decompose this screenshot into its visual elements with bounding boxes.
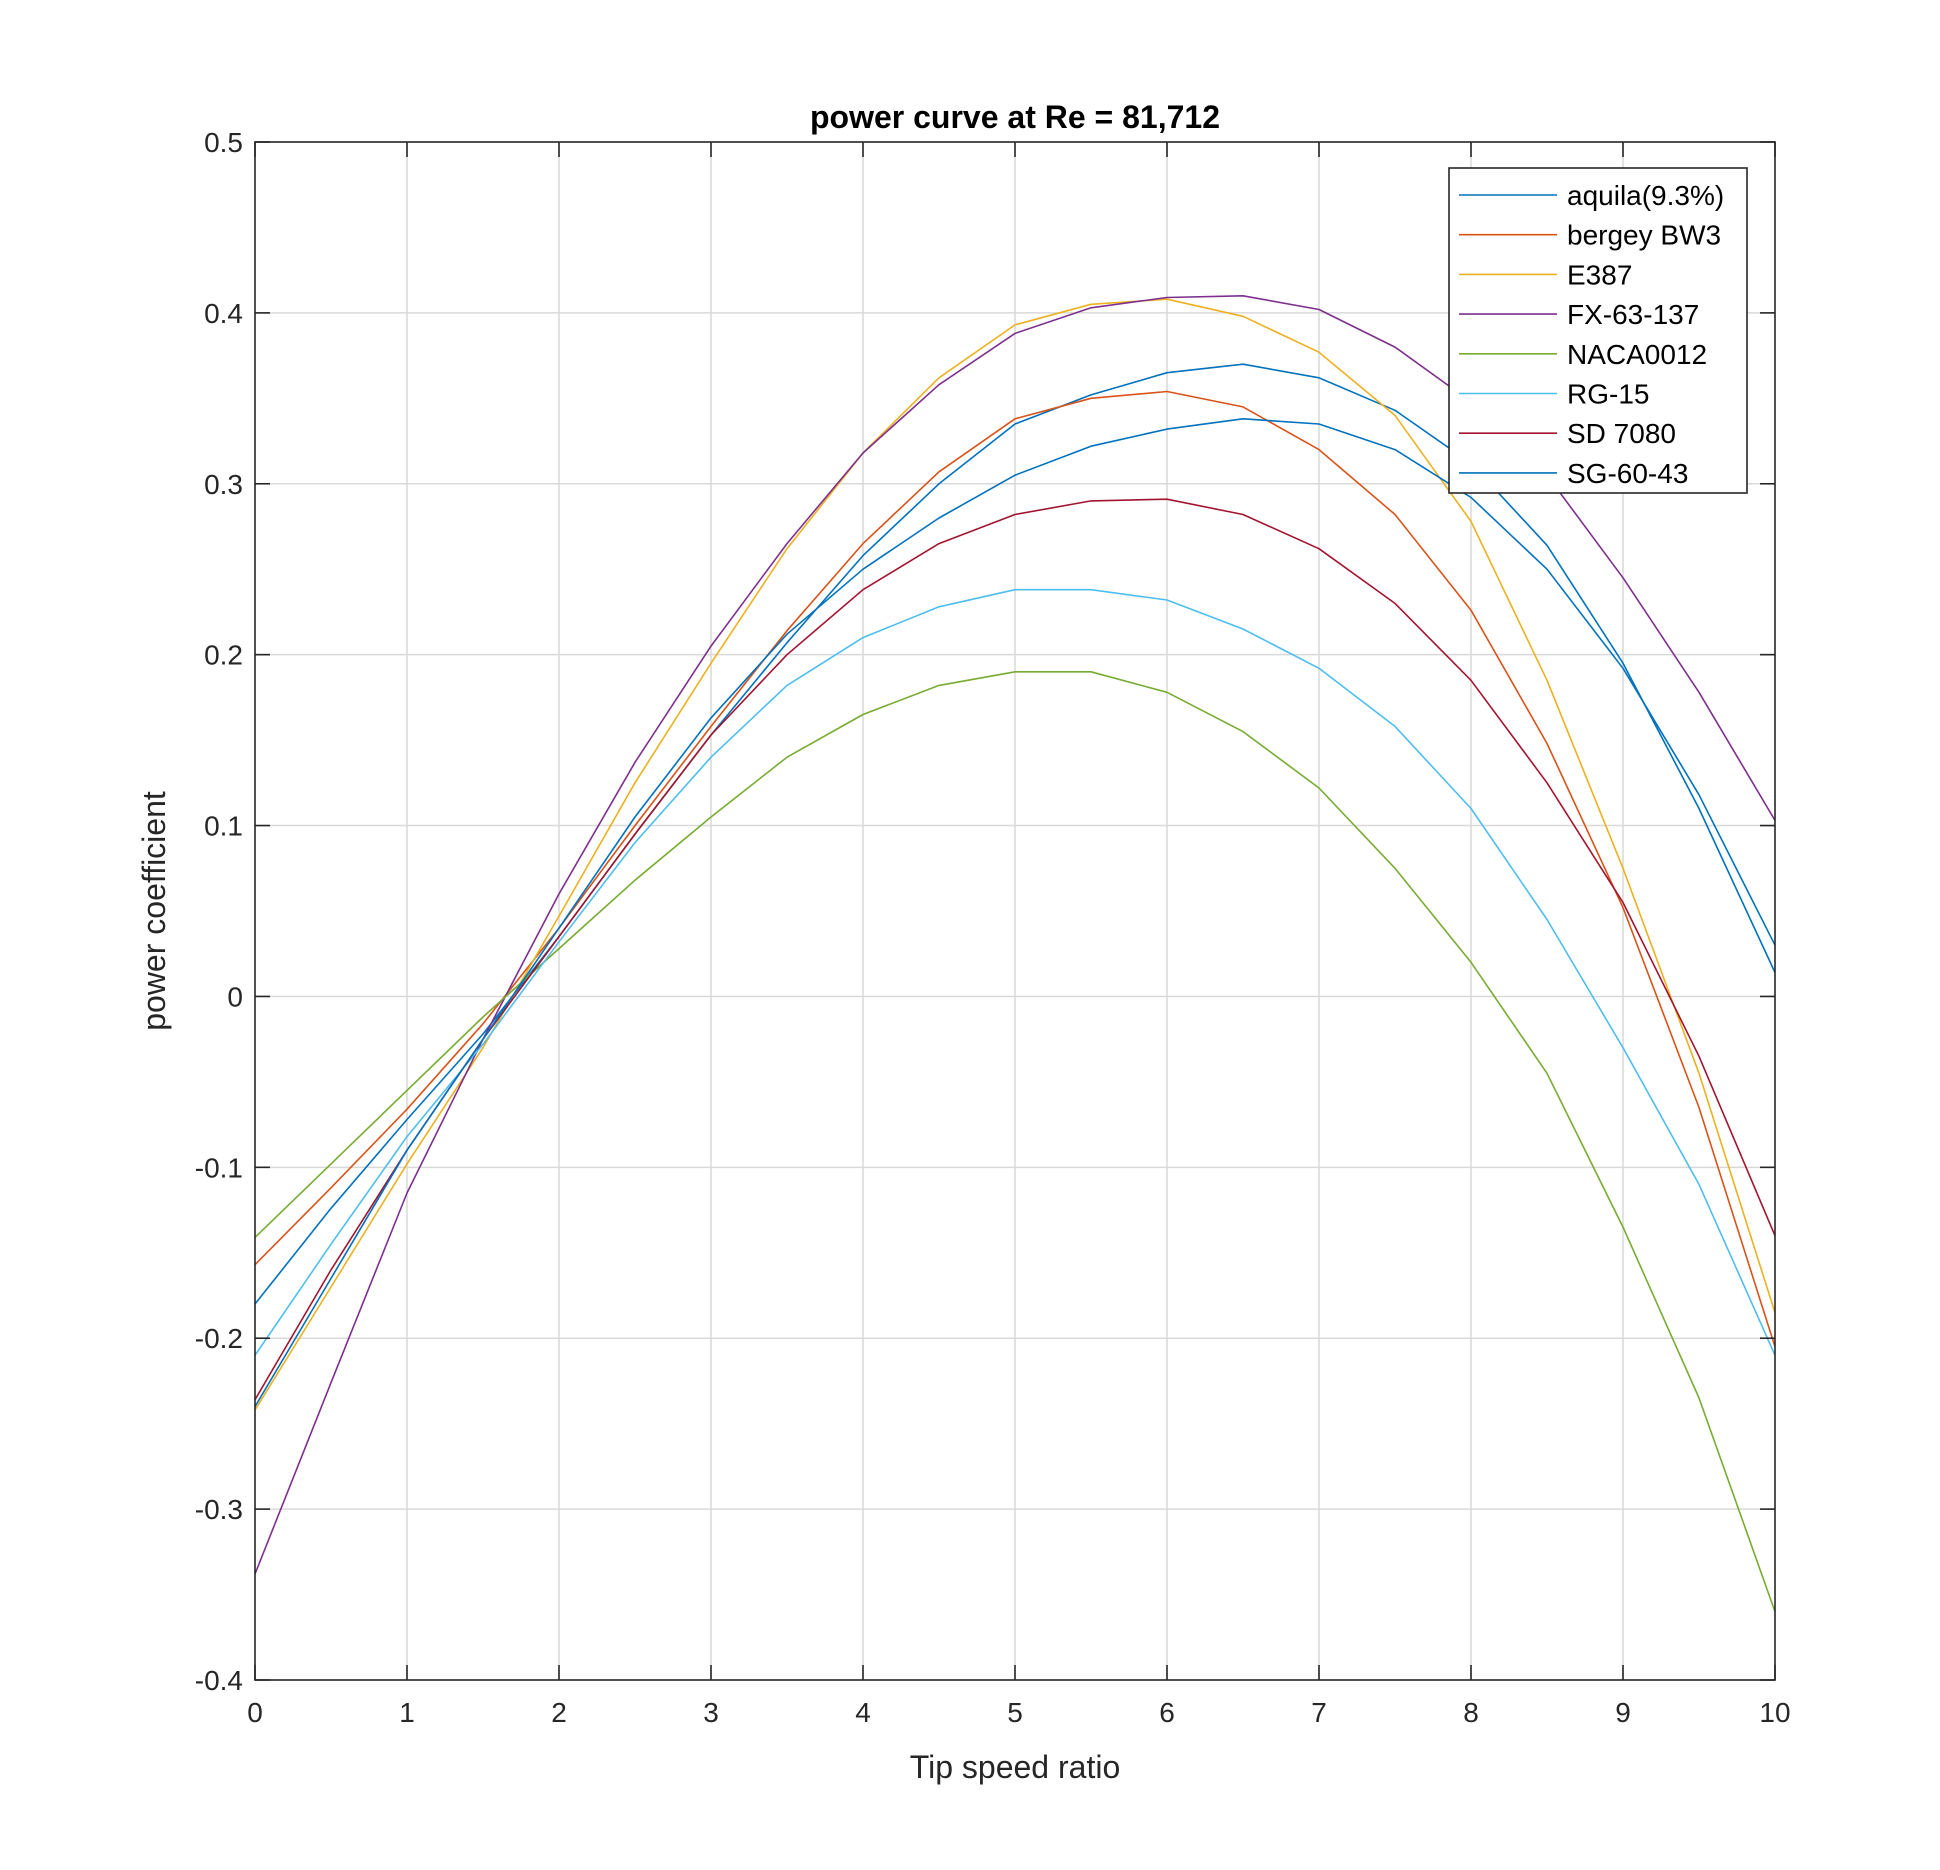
series-line-5: [254, 588, 1776, 1356]
series-line-7: [254, 417, 1776, 1408]
legend-entry-label: RG-15: [1567, 379, 1649, 410]
y-tick-label: 0.4: [204, 298, 243, 329]
y-tick-label: 0.5: [204, 127, 243, 158]
y-tick-label: -0.3: [195, 1494, 243, 1525]
x-tick-label: 2: [551, 1697, 567, 1728]
x-tick-label: 8: [1463, 1697, 1479, 1728]
y-tick-label: 0: [227, 981, 243, 1012]
y-tick-label: -0.1: [195, 1152, 243, 1183]
legend-entry-label: NACA0012: [1567, 339, 1707, 370]
x-tick-label: 9: [1615, 1697, 1631, 1728]
series-line-6: [254, 498, 1776, 1401]
series-layer: [254, 294, 1776, 1612]
chart-title: power curve at Re = 81,712: [810, 99, 1220, 135]
legend-entry-label: SG-60-43: [1567, 458, 1688, 489]
legend-box: [1448, 167, 1748, 494]
x-tick-label: 0: [247, 1697, 263, 1728]
legend-entry-label: E387: [1567, 259, 1632, 290]
x-tick-label: 4: [855, 1697, 871, 1728]
x-tick-label: 5: [1007, 1697, 1023, 1728]
y-tick-label: -0.2: [195, 1323, 243, 1354]
x-tick-label: 3: [703, 1697, 719, 1728]
y-tick-label: -0.4: [195, 1665, 243, 1696]
x-axis-label: Tip speed ratio: [910, 1749, 1120, 1785]
y-tick-label: 0.1: [204, 811, 243, 842]
legend-entry-label: FX-63-137: [1567, 299, 1699, 330]
ticks: [254, 141, 1776, 1681]
legend-entry-label: aquila(9.3%): [1567, 180, 1724, 211]
x-tick-label: 10: [1759, 1697, 1790, 1728]
y-tick-label: 0.3: [204, 469, 243, 500]
tick-labels: 0 1 2 3 4 5 6 7 8 9 10 -0.4 -0.3 -0.2 -0.1 0 0.1 0.2 0.3 0.…: [195, 127, 1791, 1728]
y-tick-label: 0.2: [204, 640, 243, 671]
series-line-4: [254, 670, 1776, 1612]
legend-entry-label: bergey BW3: [1567, 220, 1721, 251]
x-tick-label: 6: [1159, 1697, 1175, 1728]
x-tick-label: 7: [1311, 1697, 1327, 1728]
legend-entry-label: SD 7080: [1567, 418, 1676, 449]
y-axis-label: power coefficient: [136, 791, 172, 1031]
x-tick-label: 1: [399, 1697, 415, 1728]
legend: aquila(9.3%) bergey BW3 E387 FX-63-137 NACA0…: [1448, 167, 1748, 494]
